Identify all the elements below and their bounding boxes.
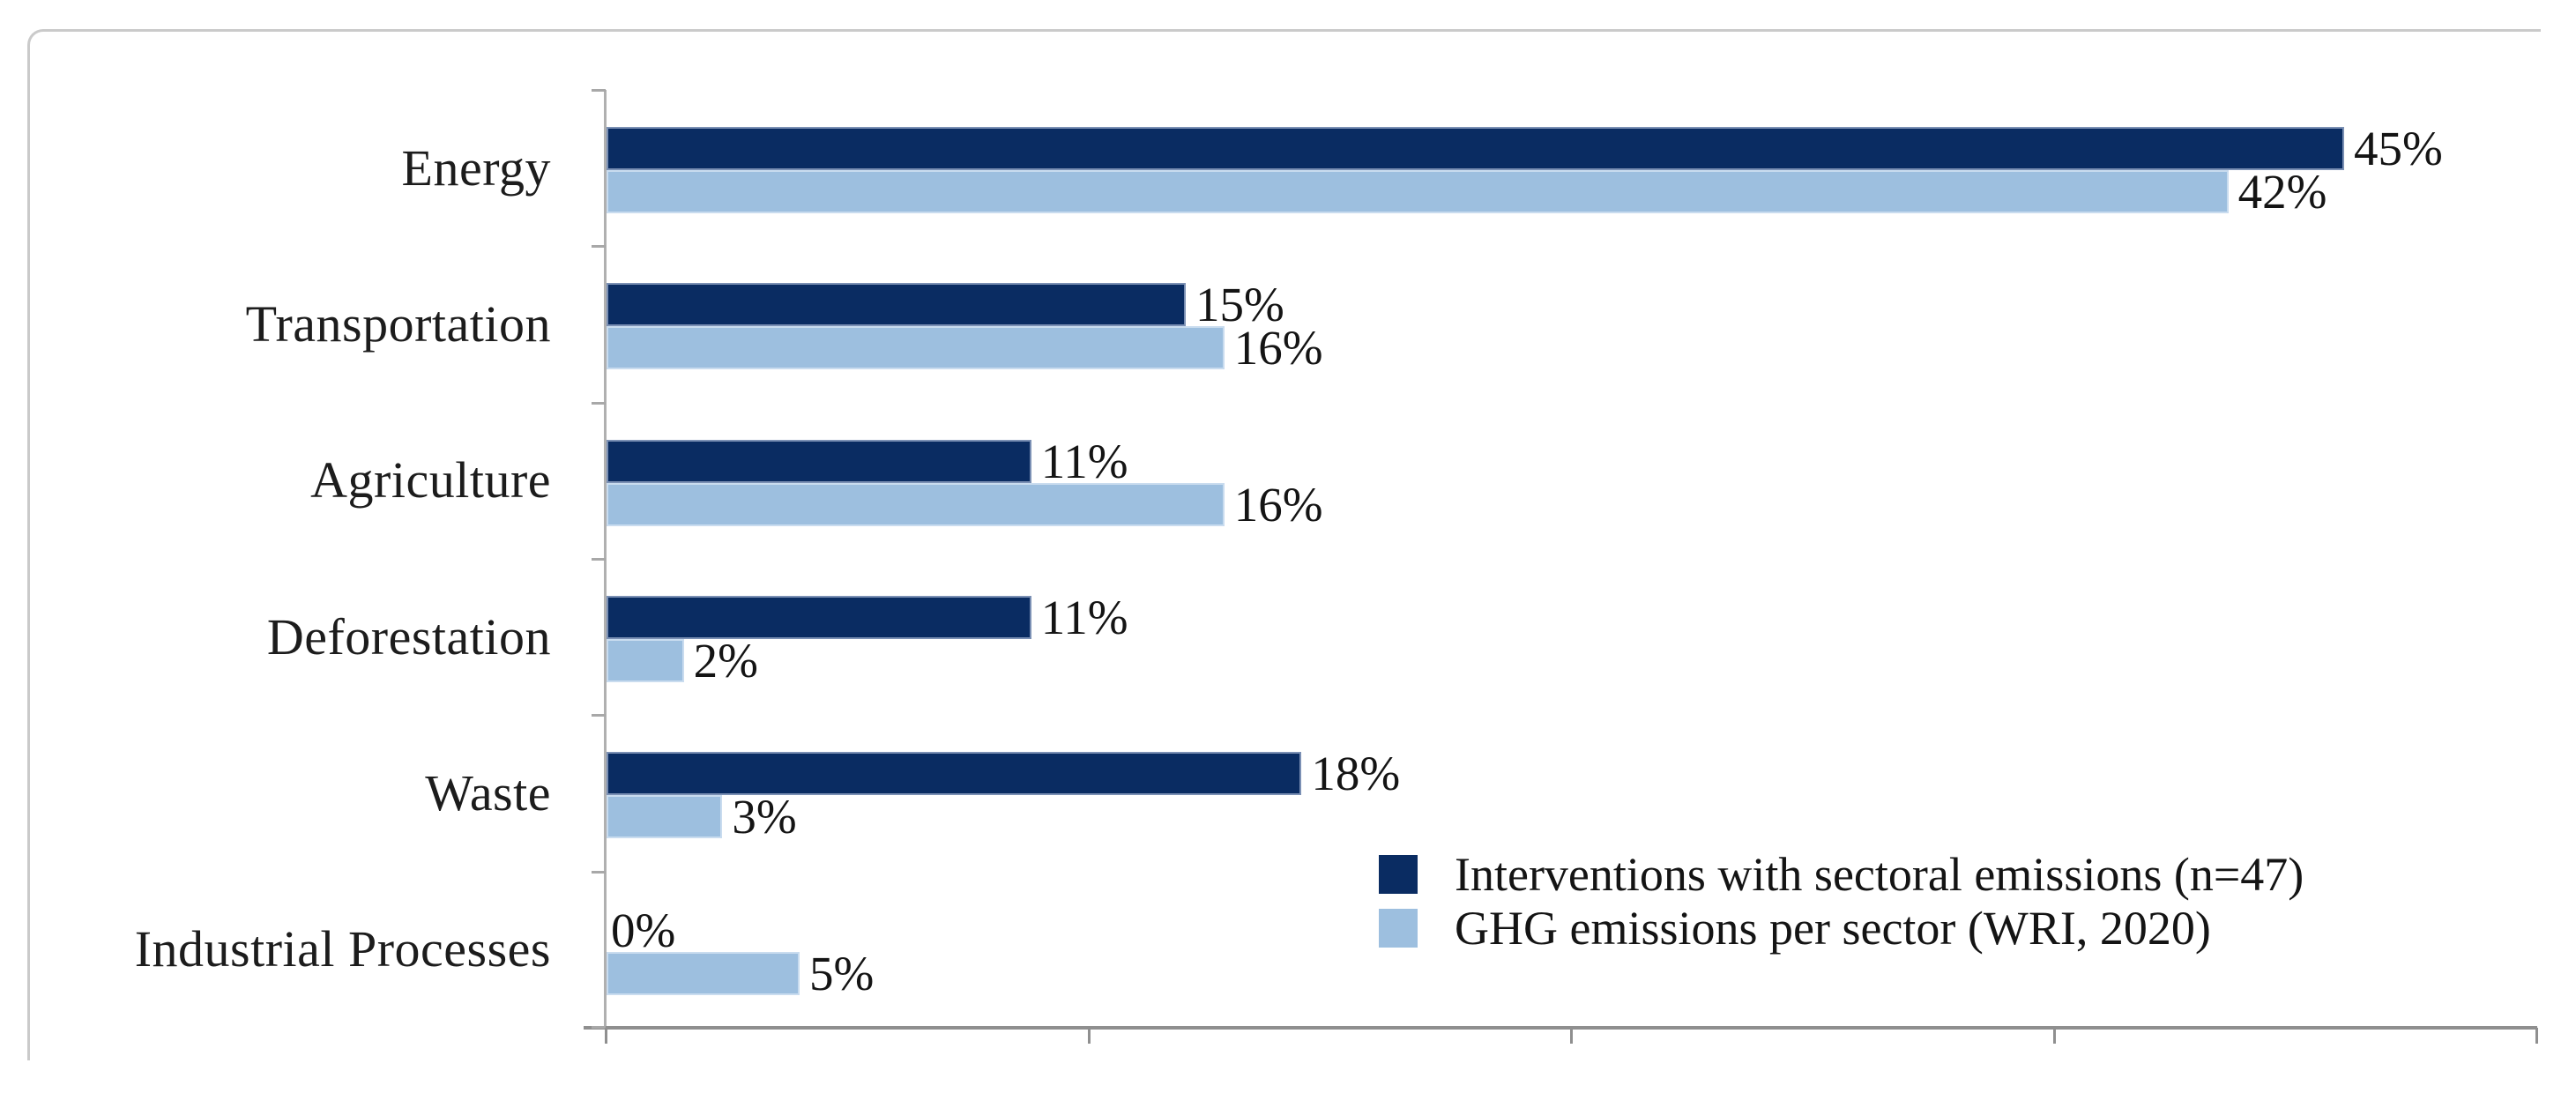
y-axis-tick — [592, 714, 606, 717]
legend-item-ghg: GHG emissions per sector (WRI, 2020) — [1379, 903, 2304, 953]
bar-value-label-transportation-s0: 15% — [1195, 278, 1284, 332]
bar-value-label-transportation-s1: 16% — [1233, 321, 1323, 375]
bar-value-label-energy-s1: 42% — [2237, 165, 2327, 219]
category-label-waste: Waste — [425, 764, 551, 822]
chart-frame — [27, 29, 2541, 1060]
bar-value-label-agriculture-s1: 16% — [1233, 477, 1323, 532]
x-axis-tick — [1570, 1028, 1573, 1044]
y-axis-tick — [592, 245, 606, 248]
category-label-agriculture: Agriculture — [310, 451, 551, 509]
bar-interventions-transportation — [607, 283, 1186, 327]
bar-interventions-waste — [607, 752, 1301, 796]
x-axis-tick — [1088, 1028, 1091, 1044]
bar-value-label-energy-s0: 45% — [2354, 122, 2443, 175]
y-axis-tick — [592, 1026, 606, 1029]
legend-swatch-ghg — [1379, 909, 1418, 948]
x-axis-tick — [2053, 1028, 2056, 1044]
category-label-deforestation: Deforestation — [266, 607, 551, 665]
y-axis-tick — [592, 871, 606, 874]
y-axis-tick — [592, 89, 606, 92]
bar-value-label-industrial-processes-s1: 5% — [809, 946, 875, 1000]
bar-interventions-agriculture — [607, 439, 1031, 483]
x-axis-line — [584, 1026, 2537, 1030]
legend-swatch-interventions — [1379, 855, 1418, 894]
x-axis-tick — [2535, 1028, 2538, 1044]
bar-ghg-agriculture — [607, 482, 1225, 526]
y-axis-tick — [592, 402, 606, 405]
bar-value-label-agriculture-s0: 11% — [1040, 434, 1128, 488]
bar-value-label-deforestation-s1: 2% — [693, 634, 758, 688]
bar-ghg-transportation — [607, 326, 1225, 370]
legend-label-ghg: GHG emissions per sector (WRI, 2020) — [1455, 902, 2211, 955]
legend-item-interventions: Interventions with sectoral emissions (n… — [1379, 850, 2304, 899]
y-axis-tick — [592, 558, 606, 561]
bar-interventions-deforestation — [607, 596, 1031, 639]
category-label-energy: Energy — [401, 138, 551, 197]
bar-value-label-industrial-processes-s0: 0% — [611, 903, 676, 957]
bar-interventions-energy — [607, 127, 2344, 170]
bar-value-label-deforestation-s0: 11% — [1040, 591, 1128, 644]
bar-ghg-deforestation — [607, 639, 684, 682]
legend: Interventions with sectoral emissions (n… — [1379, 850, 2304, 957]
bar-ghg-energy — [607, 170, 2229, 213]
legend-label-interventions: Interventions with sectoral emissions (n… — [1455, 848, 2304, 901]
category-label-industrial-processes: Industrial Processes — [134, 920, 551, 978]
category-label-transportation: Transportation — [245, 295, 551, 353]
bar-ghg-waste — [607, 795, 722, 839]
bar-ghg-industrial-processes — [607, 951, 800, 995]
bar-value-label-waste-s0: 18% — [1311, 747, 1401, 801]
bar-value-label-waste-s1: 3% — [732, 790, 797, 844]
x-axis-tick — [605, 1028, 607, 1044]
